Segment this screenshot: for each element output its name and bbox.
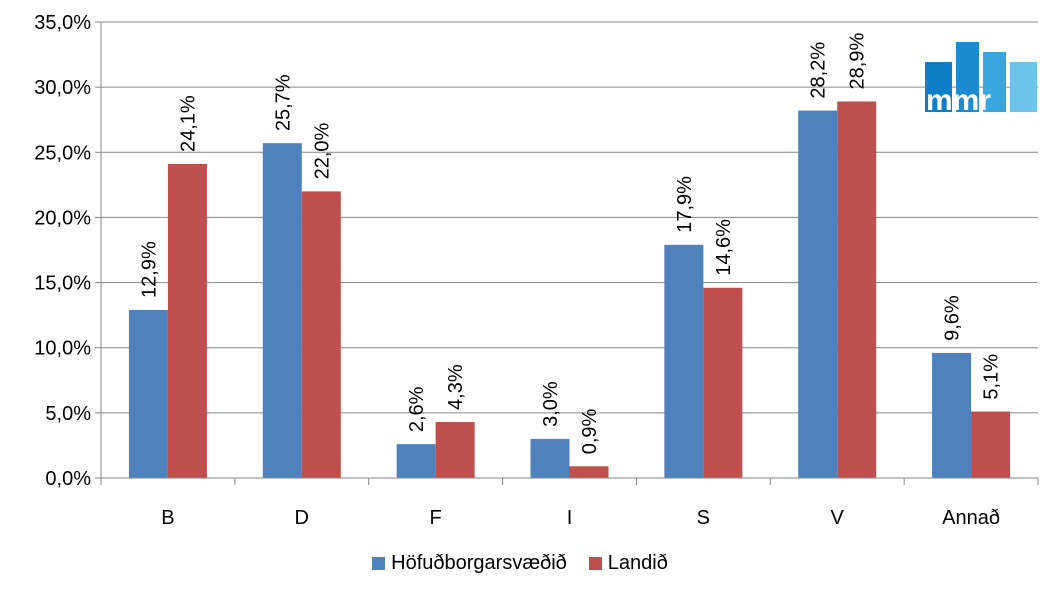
x-tick-label: B bbox=[161, 507, 174, 529]
bar-2 bbox=[971, 411, 1011, 478]
data-label: 28,2% bbox=[808, 42, 830, 99]
data-label: 14,6% bbox=[713, 219, 735, 276]
data-label: 17,9% bbox=[674, 176, 696, 233]
y-tick-label: 0,0% bbox=[45, 468, 91, 490]
bar-2 bbox=[837, 101, 877, 478]
bar-2 bbox=[435, 421, 475, 478]
bar-2 bbox=[167, 164, 207, 479]
y-tick-label: 10,0% bbox=[34, 338, 91, 360]
legend: Höfuðborgarsvæðið Landið bbox=[0, 548, 1040, 578]
data-label: 24,1% bbox=[177, 95, 199, 152]
bar-2 bbox=[569, 466, 609, 478]
x-tick-label: I bbox=[567, 507, 573, 529]
axes bbox=[95, 21, 1039, 485]
legend-label-series-1: Höfuðborgarsvæðið bbox=[391, 551, 567, 574]
data-labels: 12,9% 24,1% 25,7% 22,0% 2,6% 4,3% 3,0% 0,9% 17,9… bbox=[138, 33, 1002, 455]
bars bbox=[128, 101, 1011, 479]
data-label: 28,9% bbox=[847, 33, 869, 90]
x-tick-labels: B D F I S V Annað bbox=[161, 507, 1000, 529]
data-label: 5,1% bbox=[981, 354, 1003, 400]
y-tick-label: 35,0% bbox=[34, 12, 91, 34]
legend-swatch-series-2 bbox=[588, 556, 602, 570]
data-label: 2,6% bbox=[406, 386, 428, 432]
data-label: 22,0% bbox=[311, 122, 333, 179]
x-tick-label: Annað bbox=[942, 507, 1000, 529]
bar-1 bbox=[128, 309, 168, 478]
bar-1 bbox=[664, 244, 704, 478]
bar-1 bbox=[530, 438, 570, 478]
data-label: 0,9% bbox=[579, 408, 601, 454]
data-label: 4,3% bbox=[445, 364, 467, 410]
logo-text: mmr bbox=[926, 84, 991, 116]
legend-item-series-2: Landið bbox=[588, 551, 668, 575]
data-label: 12,9% bbox=[138, 241, 160, 298]
legend-label-series-2: Landið bbox=[607, 551, 668, 574]
x-tick-label: D bbox=[295, 507, 309, 529]
mmr-logo: mmr bbox=[925, 42, 1037, 116]
bar-2 bbox=[301, 191, 341, 478]
y-tick-label: 20,0% bbox=[34, 207, 91, 229]
x-tick-label: S bbox=[697, 507, 710, 529]
data-label: 25,7% bbox=[272, 74, 294, 131]
y-tick-labels: 0,0% 5,0% 10,0% 15,0% 20,0% 25,0% 30,0% 35,0% bbox=[34, 12, 91, 490]
bar-1 bbox=[932, 352, 972, 478]
y-tick-label: 30,0% bbox=[34, 77, 91, 99]
y-tick-label: 25,0% bbox=[34, 142, 91, 164]
bar-1 bbox=[396, 444, 436, 478]
bar-2 bbox=[703, 287, 743, 478]
y-tick-label: 15,0% bbox=[34, 273, 91, 295]
data-label: 3,0% bbox=[540, 381, 562, 427]
bar-1 bbox=[262, 143, 302, 478]
gridlines bbox=[101, 21, 1038, 414]
bar-1 bbox=[798, 110, 838, 478]
legend-item-series-1: Höfuðborgarsvæðið bbox=[372, 552, 567, 575]
y-tick-label: 5,0% bbox=[45, 403, 91, 425]
x-tick-label: F bbox=[430, 507, 442, 529]
data-label: 9,6% bbox=[942, 295, 964, 341]
legend-swatch-series-1 bbox=[372, 556, 386, 570]
x-tick-label: V bbox=[831, 507, 845, 529]
